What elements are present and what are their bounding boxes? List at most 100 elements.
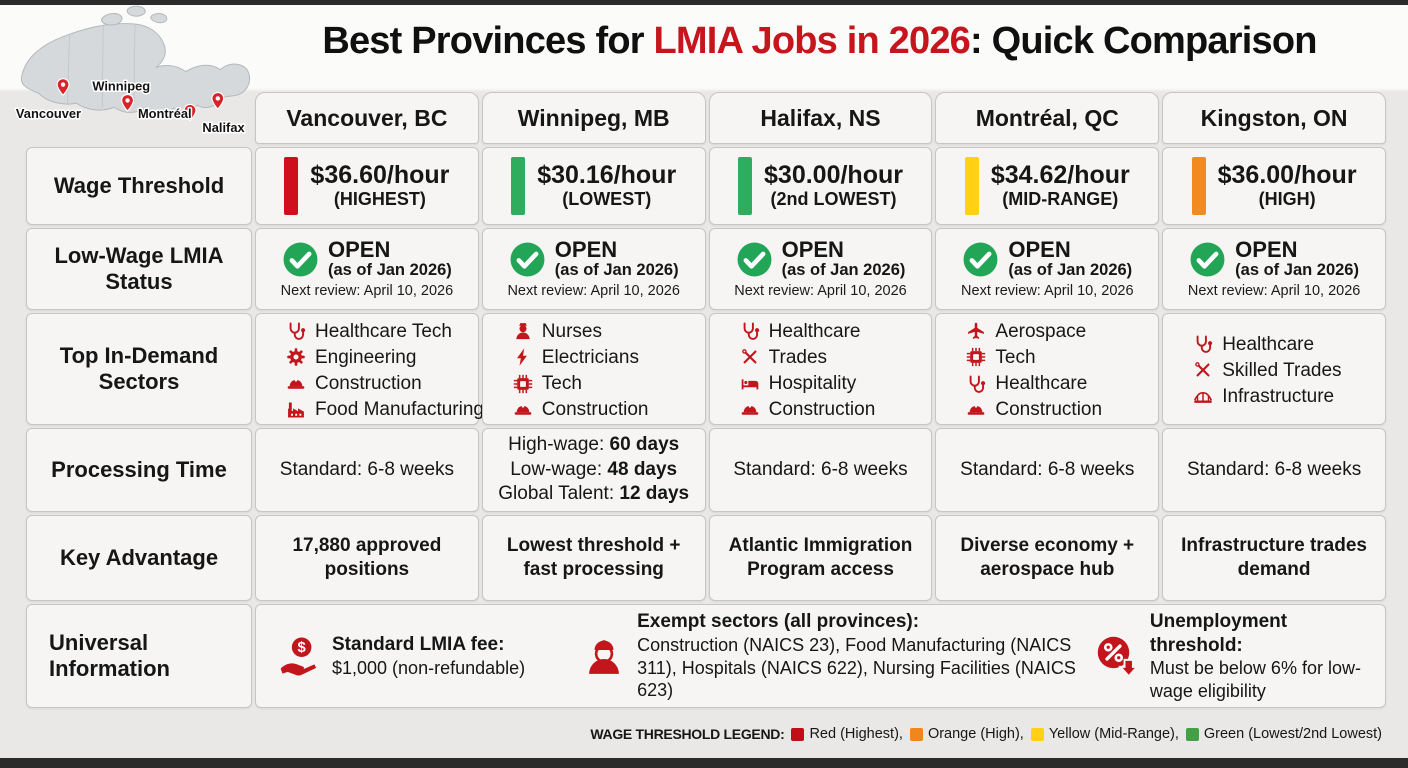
wage-color-bar bbox=[511, 157, 526, 215]
row-label-advantage: Key Advantage bbox=[26, 515, 252, 601]
universal-item-unemployment: Unemployment threshold: Must be below 6%… bbox=[1096, 610, 1371, 703]
universal-item-fee: Standard LMIA fee: $1,000 (non-refundabl… bbox=[278, 633, 573, 679]
status-review: Next review: April 10, 2026 bbox=[507, 282, 680, 299]
row-label-sectors: Top In-Demand Sectors bbox=[26, 313, 252, 425]
map-label-vancouver: Vancouver bbox=[16, 106, 81, 121]
advantage-text: Diverse economy + aerospace hub bbox=[960, 535, 1135, 580]
sector-item: Nurses bbox=[513, 320, 699, 343]
title-highlight: LMIA Jobs in 2026 bbox=[653, 20, 971, 62]
sector-label: Nurses bbox=[541, 320, 602, 342]
status-review: Next review: April 10, 2026 bbox=[961, 282, 1134, 299]
check-circle-icon bbox=[736, 241, 773, 278]
airplane-icon bbox=[966, 321, 986, 341]
universal-item-exempt: Exempt sectors (all provinces): Construc… bbox=[583, 610, 1086, 701]
legend-item-orange: Orange (High), bbox=[909, 726, 1024, 742]
page-title: Best Provinces for LMIA Jobs in 2026: Qu… bbox=[255, 20, 1384, 63]
processing-line: Standard: 6-8 weeks bbox=[279, 458, 455, 480]
sector-item: Healthcare bbox=[740, 320, 926, 343]
universal-info-row: Universal Information Standard LMIA fee:… bbox=[26, 604, 1386, 708]
check-circle-icon bbox=[509, 241, 546, 278]
advantage-text: Infrastructure trades demand bbox=[1181, 535, 1367, 580]
sector-label: Hospitality bbox=[768, 373, 857, 394]
wage-value: $30.16/hour bbox=[537, 161, 677, 190]
advantage-text: Lowest threshold + fast processing bbox=[506, 535, 681, 580]
advantage-text: Atlantic Immigration Program access bbox=[728, 535, 913, 580]
sectors-cell-halifax: Healthcare Trades Hospitality Constructi… bbox=[708, 313, 933, 425]
universal-title: Exempt sectors (all provinces): bbox=[637, 611, 920, 633]
status-asof: (as of Jan 2026) bbox=[554, 261, 679, 280]
sector-item: Aerospace bbox=[966, 320, 1152, 343]
percent-down-icon bbox=[1096, 635, 1138, 677]
processing-cell-vancouver: Standard: 6-8 weeks bbox=[255, 428, 479, 512]
column-header-montreal: Montréal, QC bbox=[935, 92, 1160, 144]
legend-label: WAGE THRESHOLD LEGEND: bbox=[590, 726, 785, 742]
advantage-cell-kingston: Infrastructure trades demand bbox=[1162, 515, 1386, 601]
sector-label: Construction bbox=[768, 399, 876, 421]
status-open: OPEN bbox=[554, 237, 618, 263]
sector-item: Tech bbox=[513, 372, 699, 395]
sector-label: Tech bbox=[995, 346, 1036, 368]
title-suffix: : Quick Comparison bbox=[970, 20, 1317, 62]
sector-label: Construction bbox=[995, 399, 1103, 421]
lightning-bolt-icon bbox=[513, 347, 533, 367]
advantage-cell-halifax: Atlantic Immigration Program access bbox=[708, 515, 933, 601]
wage-threshold-legend: WAGE THRESHOLD LEGEND: Red (Highest), Or… bbox=[590, 726, 1382, 742]
advantage-cell-vancouver: 17,880 approved positions bbox=[255, 515, 479, 601]
gear-icon bbox=[286, 347, 306, 367]
bridge-icon bbox=[1193, 387, 1213, 407]
wage-cell-winnipeg: $30.16/hour (LOWEST) bbox=[481, 147, 706, 225]
dollar-hand-icon bbox=[278, 635, 320, 677]
stethoscope-icon bbox=[1193, 334, 1213, 354]
wage-cell-kingston: $36.00/hour (HIGH) bbox=[1162, 147, 1386, 225]
sector-item: Healthcare Tech bbox=[286, 320, 472, 343]
wage-tier: (HIGH) bbox=[1258, 188, 1316, 209]
processing-time-row: Processing Time Standard: 6-8 weeks High… bbox=[26, 428, 1386, 512]
processing-cell-montreal: Standard: 6-8 weeks bbox=[935, 428, 1160, 512]
processing-line: High-wage: 60 days bbox=[508, 433, 680, 455]
stethoscope-icon bbox=[286, 321, 306, 341]
sector-label: Healthcare bbox=[768, 320, 861, 342]
sector-label: Healthcare bbox=[1222, 333, 1315, 355]
canada-landmass bbox=[20, 23, 251, 114]
universal-body: Must be below 6% for low-wage eligibilit… bbox=[1149, 658, 1361, 701]
hardhat-icon bbox=[286, 374, 306, 394]
advantage-text: 17,880 approved positions bbox=[292, 535, 442, 580]
sectors-row: Top In-Demand Sectors Healthcare Tech En… bbox=[26, 313, 1386, 425]
universal-title: Unemployment threshold: bbox=[1149, 610, 1288, 656]
sector-item: Construction bbox=[286, 372, 472, 395]
sectors-cell-vancouver: Healthcare Tech Engineering Construction… bbox=[255, 313, 484, 425]
hardhat-icon bbox=[966, 400, 986, 420]
wage-tier: (HIGHEST) bbox=[333, 188, 426, 209]
universal-body: Construction (NAICS 23), Food Manufactur… bbox=[637, 635, 1076, 701]
bed-icon bbox=[740, 374, 760, 394]
status-review: Next review: April 10, 2026 bbox=[1187, 282, 1361, 299]
sector-item: Construction bbox=[740, 398, 926, 421]
comparison-table: Vancouver, BC Winnipeg, MB Halifax, NS M… bbox=[26, 92, 1386, 711]
sector-label: Construction bbox=[315, 373, 422, 394]
processing-line: Standard: 6-8 weeks bbox=[960, 458, 1135, 480]
status-open: OPEN bbox=[327, 237, 391, 263]
column-header-vancouver: Vancouver, BC bbox=[255, 92, 479, 144]
status-cell-winnipeg: OPEN (as of Jan 2026) Next review: April… bbox=[481, 228, 706, 310]
map-label-winnipeg: Winnipeg bbox=[92, 78, 150, 93]
chip-icon bbox=[513, 374, 533, 394]
status-asof: (as of Jan 2026) bbox=[327, 261, 452, 280]
row-label-universal: Universal Information bbox=[26, 604, 252, 708]
processing-line: Standard: 6-8 weeks bbox=[733, 458, 908, 480]
status-cell-kingston: OPEN (as of Jan 2026) Next review: April… bbox=[1162, 228, 1386, 310]
legend-swatch-orange bbox=[909, 727, 923, 741]
status-asof: (as of Jan 2026) bbox=[781, 261, 906, 280]
sector-label: Infrastructure bbox=[1222, 386, 1335, 408]
legend-swatch-red bbox=[791, 727, 805, 741]
status-asof: (as of Jan 2026) bbox=[1008, 261, 1133, 280]
processing-cell-kingston: Standard: 6-8 weeks bbox=[1162, 428, 1386, 512]
advantage-cell-winnipeg: Lowest threshold + fast processing bbox=[481, 515, 706, 601]
processing-line: Low-wage: 48 days bbox=[510, 458, 678, 480]
status-cell-montreal: OPEN (as of Jan 2026) Next review: April… bbox=[935, 228, 1160, 310]
sector-label: Skilled Trades bbox=[1222, 359, 1342, 381]
halifax-pin-icon bbox=[211, 91, 225, 110]
column-header-halifax: Halifax, NS bbox=[708, 92, 933, 144]
sector-label: Aerospace bbox=[995, 320, 1087, 342]
sector-label: Construction bbox=[541, 399, 649, 421]
wage-threshold-row: Wage Threshold $36.60/hour (HIGHEST) $30… bbox=[26, 147, 1386, 225]
